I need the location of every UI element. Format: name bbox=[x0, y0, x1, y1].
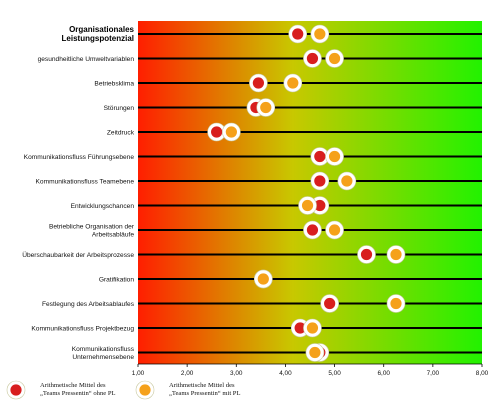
point-mit-pl bbox=[222, 122, 241, 142]
category-label: Leistungspotenzial bbox=[62, 34, 134, 43]
x-tick-label: 4,00 bbox=[279, 370, 292, 377]
category-label: Unternehmensebene bbox=[72, 354, 134, 361]
point-mit-pl bbox=[325, 147, 344, 166]
legend-label: Arithmetische Mittel des bbox=[40, 382, 106, 389]
legend-label: „Teams Pressentin“ ohne PL bbox=[40, 390, 116, 397]
category-label: Festlegung des Arbeitsablaufes bbox=[42, 301, 135, 308]
point-mit-pl bbox=[325, 220, 344, 240]
x-axis: 1,00 2,00 3,00 4,00 5,00 6,00 7,00 8,00 bbox=[132, 363, 488, 377]
point-mit-pl bbox=[310, 24, 330, 44]
x-tick-label: 2,00 bbox=[181, 370, 194, 377]
point-mit-pl bbox=[283, 73, 303, 93]
point-mit-pl bbox=[303, 318, 322, 338]
plot-background bbox=[138, 21, 482, 364]
point-ohne-pl bbox=[320, 294, 339, 313]
category-label: Entwicklungschancen bbox=[71, 203, 135, 210]
legend-label: Arithmetische Mittel des bbox=[169, 382, 235, 389]
category-label: gesundheitliche Umweltvariablen bbox=[38, 56, 135, 63]
category-label: Kommunikationsfluss Führungsebene bbox=[24, 154, 135, 161]
legend-label: „Teams Pressentin“ mit PL bbox=[169, 390, 241, 397]
point-mit-pl bbox=[386, 294, 406, 313]
category-label: Kommunikationsfluss bbox=[72, 346, 135, 353]
category-label: Betriebsklima bbox=[94, 81, 134, 88]
category-label: Arbeitsabläufe bbox=[92, 232, 134, 239]
data-points bbox=[207, 24, 406, 362]
legend-marker-ohne-pl bbox=[6, 380, 26, 400]
point-ohne-pl bbox=[357, 245, 376, 264]
point-ohne-pl bbox=[288, 24, 308, 44]
point-mit-pl bbox=[254, 269, 273, 289]
category-label: Organisationales bbox=[69, 25, 134, 34]
x-tick-label: 7,00 bbox=[427, 370, 440, 377]
x-tick-label: 3,00 bbox=[230, 370, 243, 377]
category-label: Betriebliche Organisation der bbox=[49, 224, 135, 231]
point-mit-pl bbox=[256, 98, 276, 117]
x-tick-label: 8,00 bbox=[476, 370, 488, 377]
category-label: Gratifikation bbox=[99, 277, 135, 284]
point-ohne-pl bbox=[310, 147, 330, 166]
x-tick-label: 1,00 bbox=[132, 370, 145, 377]
point-mit-pl bbox=[386, 245, 406, 264]
point-ohne-pl bbox=[303, 220, 322, 240]
x-tick-label: 5,00 bbox=[328, 370, 341, 377]
point-mit-pl bbox=[325, 49, 344, 68]
category-label: Zeitdruck bbox=[107, 130, 135, 137]
point-mit-pl bbox=[298, 196, 317, 215]
point-mit-pl bbox=[337, 171, 357, 191]
legend-marker-mit-pl bbox=[135, 380, 155, 400]
category-label: Überschaubarkeit der Arbeitsprozesse bbox=[22, 251, 134, 259]
point-ohne-pl bbox=[310, 171, 330, 191]
category-label: Kommunikationsfluss Teamebene bbox=[36, 179, 135, 186]
point-mit-pl bbox=[305, 343, 325, 362]
x-tick-label: 6,00 bbox=[377, 370, 390, 377]
point-ohne-pl bbox=[249, 73, 268, 93]
legend: Arithmetische Mittel des„Teams Pressenti… bbox=[6, 380, 241, 400]
category-label: Störungen bbox=[104, 105, 135, 112]
point-ohne-pl bbox=[303, 49, 322, 68]
category-label: Kommunikationsfluss Projektbezug bbox=[31, 326, 134, 333]
